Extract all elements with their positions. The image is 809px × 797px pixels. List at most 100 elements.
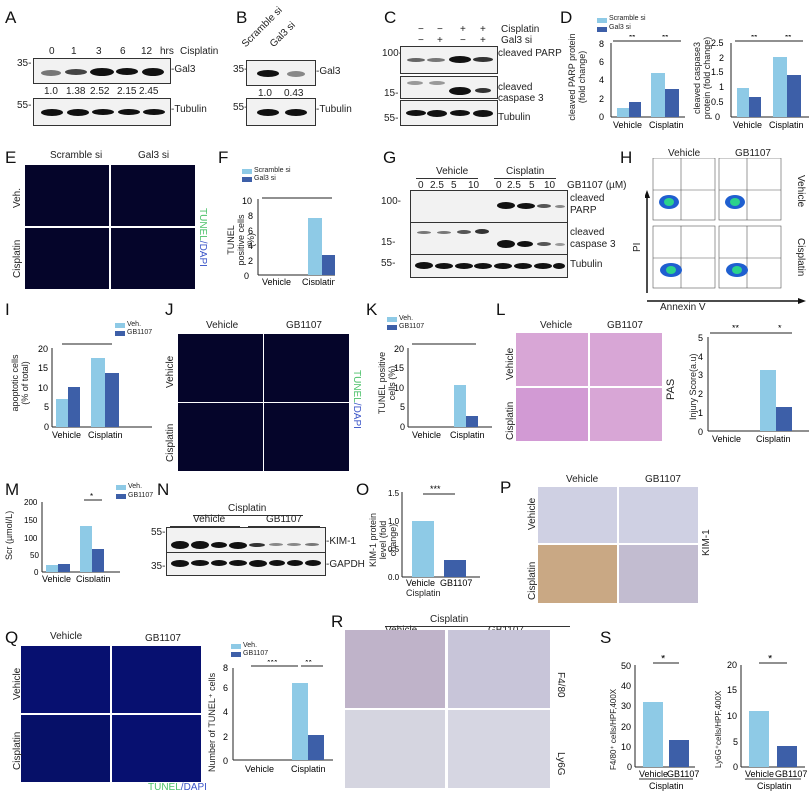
y-axis-pi: PI [632, 242, 643, 252]
legend-swatch-scramble [597, 18, 607, 23]
sign: − [460, 35, 466, 46]
svg-text:15: 15 [727, 685, 737, 695]
s2-ylabel: Ly6G⁺cells/HPF,400X [714, 690, 723, 768]
legend-veh: Veh. [128, 483, 143, 490]
d1-ylabel: cleaved PARP protein (fold change) [567, 33, 587, 121]
bar-chart-m: 0 50 100 150 200 * Vehicle Cisplatin [24, 492, 120, 582]
svg-text:Cisplatin: Cisplatin [88, 430, 123, 440]
dose: 2.5 [507, 180, 521, 191]
panel-label-d: D [560, 8, 573, 27]
timepoint-12: 12 [141, 46, 153, 57]
svg-text:Cisplatin: Cisplatin [291, 764, 326, 774]
m-ylabel: Scr (µmol/L) [4, 510, 14, 560]
timepoint-6: 6 [120, 46, 126, 57]
quant-4: 2.45 [139, 86, 159, 97]
row-f4-80: F4/80 [555, 672, 566, 698]
quant-3: 2.15 [117, 86, 137, 97]
svg-text:Cisplatin: Cisplatin [649, 781, 684, 791]
s1-ylabel: F4/80⁺ cells/HPF,400X [609, 688, 618, 770]
cleaved-caspase3-blot [410, 222, 568, 256]
panel-label-k: K [366, 300, 378, 319]
bar-chart-o: 0.0 0.5 1.0 1.5 *** Vehicle GB1107 [388, 484, 480, 588]
legend-swatch [115, 323, 125, 328]
stain-tunel: TUNEL/DAPI [351, 370, 362, 429]
svg-text:Vehicle: Vehicle [52, 430, 81, 440]
panel-label-a: A [5, 8, 17, 27]
stain-tunel: TUNEL/DAPI [197, 208, 208, 267]
row-cisplatin: Cisplatin [165, 423, 176, 462]
histology-image [516, 388, 588, 441]
svg-text:1.5: 1.5 [388, 489, 400, 498]
svg-text:**: ** [785, 35, 791, 42]
ihc-image [448, 710, 550, 788]
micrograph [177, 402, 264, 472]
svg-text:Cisplatin: Cisplatin [757, 781, 792, 791]
panel-label-q: Q [5, 628, 19, 647]
micrograph [110, 164, 196, 227]
k-ylabel: TUNEL positive cells (%) [377, 351, 397, 415]
legend-swatch [231, 652, 241, 657]
mw-marker: 55- [17, 100, 32, 111]
svg-text:***: *** [267, 660, 278, 667]
svg-text:**: ** [305, 660, 313, 667]
group-vehicle: Vehicle [193, 514, 226, 525]
sign: + [480, 35, 486, 46]
cleaved-parp-blot [400, 46, 498, 74]
panel-label-p: P [500, 478, 512, 497]
legend-swatch [242, 177, 252, 182]
legend-gal3-si: Gal3 si [609, 24, 631, 31]
svg-text:6: 6 [223, 683, 228, 693]
band-label-cleaved-caspase3: cleaved caspase 3 [570, 227, 616, 250]
col-vehicle: Vehicle [206, 320, 239, 331]
svg-text:40: 40 [621, 681, 631, 691]
svg-text:Vehicle: Vehicle [733, 120, 762, 130]
svg-text:2.5: 2.5 [711, 38, 724, 48]
svg-text:8: 8 [599, 39, 604, 49]
stain-kim1: KIM-1 [701, 529, 712, 556]
q-ylabel: Number of TUNEL⁺ cells [207, 672, 217, 772]
cleaved-parp-blot [410, 190, 568, 226]
row-cisplatin: Cisplatin [795, 238, 806, 277]
dose: 2.5 [430, 180, 444, 191]
cleaved-caspase3-blot [400, 76, 498, 99]
treatment-cisplatin: Cisplatin [430, 614, 469, 625]
svg-text:5: 5 [698, 333, 703, 343]
l-ylabel: Injury Score(a.u) [688, 353, 698, 420]
svg-text:15: 15 [38, 363, 48, 373]
svg-text:Vehicle: Vehicle [613, 120, 642, 130]
row-vehicle: Vehicle [795, 175, 806, 208]
svg-text:10: 10 [242, 196, 252, 206]
micrograph [20, 714, 111, 783]
row-cisplatin: Cisplatin [505, 401, 516, 440]
quant-0: 1.0 [44, 86, 58, 97]
col-vehicle: Vehicle [668, 148, 701, 159]
svg-text:4: 4 [698, 352, 703, 362]
svg-text:0: 0 [34, 568, 39, 577]
legend-veh: Veh. [127, 321, 142, 328]
row-vehicle: Vehicle [165, 355, 176, 388]
sign: − [418, 35, 424, 46]
svg-text:20: 20 [727, 660, 737, 670]
svg-text:**: ** [280, 195, 286, 200]
dose: 0 [496, 180, 502, 191]
legend-gb1107: GB1107 [127, 329, 153, 336]
svg-text:150: 150 [24, 516, 38, 525]
o-group-cisplatin: Cisplatin [406, 588, 441, 598]
svg-text:50: 50 [30, 551, 39, 560]
dose: 5 [451, 180, 457, 191]
legend-gb1107: GB1107 [243, 650, 269, 657]
micrograph [263, 333, 350, 403]
svg-text:**: ** [732, 325, 740, 333]
col-vehicle: Vehicle [540, 320, 573, 331]
svg-text:6: 6 [248, 226, 253, 236]
svg-text:Cisplatin: Cisplatin [302, 277, 335, 285]
svg-text:8: 8 [223, 663, 228, 673]
svg-text:1.5: 1.5 [711, 67, 724, 77]
legend-swatch [387, 325, 397, 330]
sign: + [460, 24, 466, 35]
svg-text:GB1107: GB1107 [775, 769, 807, 779]
sign: − [437, 24, 443, 35]
panel-label-o: O [356, 480, 370, 499]
svg-text:20: 20 [38, 344, 48, 354]
